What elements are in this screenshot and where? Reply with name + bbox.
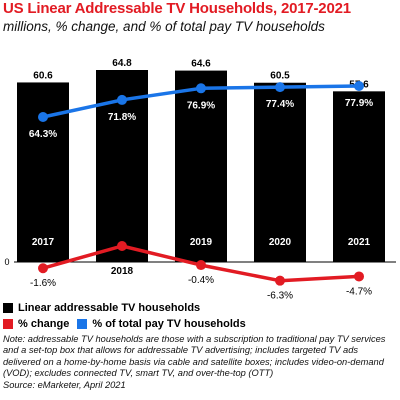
chart-title: US Linear Addressable TV Households, 201…	[3, 0, 351, 17]
category-label-2017: 2017	[32, 237, 55, 248]
legend-swatch-change	[3, 319, 13, 329]
bar-value-label-2019: 64.6	[191, 59, 211, 70]
change-point-2021	[354, 271, 364, 282]
legend-item-change: % change	[3, 318, 69, 330]
legend-item-bars: Linear addressable TV households	[3, 302, 200, 314]
bar-2017	[17, 82, 69, 262]
legend-row-1: Linear addressable TV households	[3, 302, 208, 314]
share-value-label-2018: 71.8%	[108, 112, 136, 123]
category-label-2019: 2019	[190, 237, 213, 248]
change-point-2018	[117, 241, 127, 251]
legend-row-2: % change % of total pay TV households	[3, 318, 254, 330]
category-label-2018: 2018	[111, 266, 134, 277]
bar-value-label-2017: 60.6	[33, 70, 53, 81]
change-value-label-2021: -4.7%	[346, 286, 372, 297]
change-point-2019	[196, 260, 206, 271]
zero-tick-label: 0	[4, 257, 9, 267]
share-point-2018	[117, 94, 127, 105]
chart-plot: 060.664.864.660.557.664.3%71.8%76.9%77.4…	[4, 58, 396, 300]
category-label-2020: 2020	[269, 237, 292, 248]
change-point-2017	[38, 263, 48, 274]
share-point-2017	[38, 112, 48, 122]
bar-2021	[333, 91, 385, 262]
share-value-label-2019: 76.9%	[187, 100, 215, 111]
legend-item-share: % of total pay TV households	[77, 318, 246, 330]
change-point-2020	[275, 275, 285, 286]
chart-source: Source: eMarketer, April 2021	[3, 380, 126, 390]
legend-swatch-share	[77, 319, 88, 329]
bar-value-label-2018: 64.8	[112, 58, 132, 69]
change-value-label-2018: 6.8%	[111, 229, 134, 240]
legend-label-share: % of total pay TV households	[92, 318, 246, 330]
change-value-label-2017: -1.6%	[30, 278, 56, 289]
legend-label-bars: Linear addressable TV households	[18, 302, 201, 314]
bar-value-label-2020: 60.5	[270, 71, 290, 82]
bar-2020	[254, 82, 306, 262]
change-value-label-2019: -0.4%	[188, 275, 214, 286]
share-point-2020	[275, 82, 285, 93]
change-value-label-2020: -6.3%	[267, 291, 293, 300]
bar-2019	[175, 70, 227, 262]
share-value-label-2020: 77.4%	[266, 99, 294, 110]
category-label-2021: 2021	[348, 237, 371, 248]
legend-swatch-bars	[3, 303, 13, 313]
chart-subtitle: millions, % change, and % of total pay T…	[3, 19, 325, 34]
share-point-2019	[196, 83, 206, 94]
chart-note: Note: addressable TV households are thos…	[3, 334, 386, 379]
share-value-label-2017: 64.3%	[29, 129, 57, 140]
legend-label-change: % change	[18, 318, 70, 330]
share-value-label-2021: 77.9%	[345, 98, 373, 109]
share-point-2021	[354, 81, 364, 91]
